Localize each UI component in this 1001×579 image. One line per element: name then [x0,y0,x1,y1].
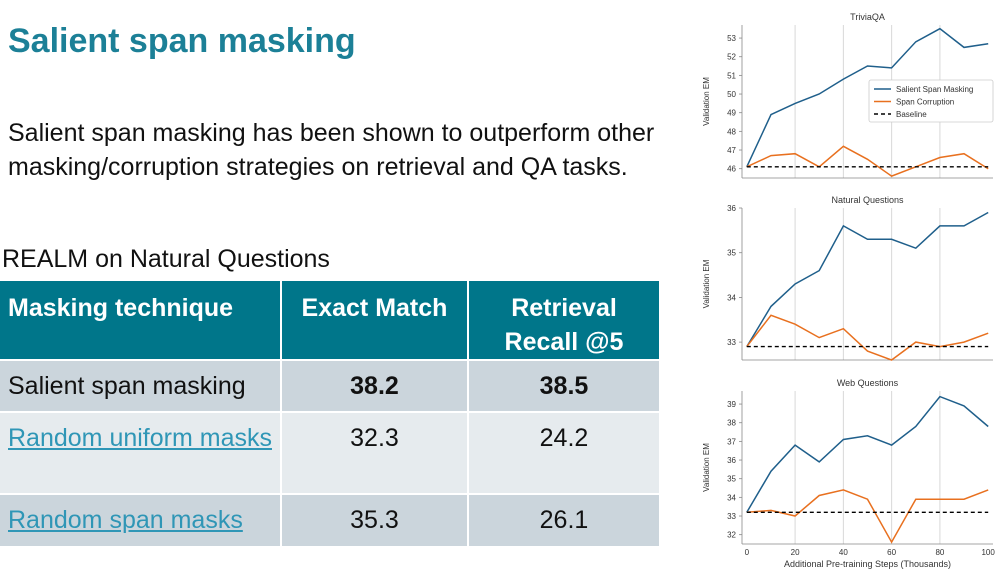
header-masking-technique: Masking technique [0,281,282,361]
recall-cell: 24.2 [468,412,659,495]
chart-title: Web Questions [837,378,899,388]
legend-label-salient-span-masking: Salient Span Masking [896,85,973,94]
series-line-salient-span-masking [746,395,989,513]
x-tick-label: 80 [935,548,944,557]
y-tick-label: 51 [727,71,736,80]
series-line-span-corruption [746,145,989,177]
y-tick-label: 34 [727,293,736,302]
x-tick-label: 20 [791,548,800,557]
technique-link[interactable]: Random uniform masks [8,424,272,452]
y-tick-label: 33 [727,338,736,347]
body-text: Salient span masking has been shown to o… [8,119,655,181]
header-retrieval-recall: Retrieval Recall @5 [468,281,659,361]
series-line-salient-span-masking [746,27,989,168]
chart-legend: Salient Span Masking Span Corruption Basel… [868,79,994,123]
y-axis-label: Validation EM [702,259,711,308]
recall-cell: 38.5 [468,360,659,413]
technique-link[interactable]: Random span masks [8,506,243,534]
table-row: Random uniform masks 32.3 24.2 [0,412,659,495]
table-row: Salient span masking 38.2 38.5 [0,360,659,413]
recall-cell: 26.1 [468,494,659,548]
legend-label-baseline: Baseline [896,110,927,119]
table-caption: REALM on Natural Questions [2,245,330,273]
y-tick-label: 36 [727,204,736,213]
y-tick-label: 32 [727,531,736,540]
chart-title: TriviaQA [850,12,885,22]
exact-match-cell: 32.3 [281,412,469,495]
y-tick-label: 33 [727,512,736,521]
series-line-span-corruption [746,314,989,361]
table-row: Random span masks 35.3 26.1 [0,494,659,548]
technique-cell: Salient span masking [0,360,282,413]
y-tick-label: 38 [727,419,736,428]
chart-1: Natural Questions Validation EM 33 34 35 36 [702,195,993,361]
exact-match-cell: 35.3 [281,494,469,548]
series-line-span-corruption [746,489,989,544]
x-tick-label: 60 [887,548,896,557]
y-tick-label: 46 [727,165,736,174]
x-tick-label: 100 [981,548,995,557]
legend-label-span-corruption: Span Corruption [896,98,954,107]
y-tick-label: 35 [727,249,736,258]
chart-0: TriviaQA Validation EM 46 47 48 49 50 51 52 53 Sal… [702,12,994,179]
results-table: Masking technique Exact Match Retrieval … [0,281,659,548]
slide-title: Salient span masking [8,22,356,60]
x-axis-label: Additional Pre-training Steps (Thousands… [784,559,951,569]
y-tick-label: 53 [727,34,736,43]
legend-box [868,79,994,123]
y-tick-label: 36 [727,456,736,465]
y-tick-label: 49 [727,109,736,118]
table-header-row: Masking technique Exact Match Retrieval … [0,281,659,361]
technique-cell: Random uniform masks [0,412,282,495]
y-axis-label: Validation EM [702,443,711,492]
header-exact-match: Exact Match [281,281,469,361]
y-tick-label: 35 [727,475,736,484]
y-tick-label: 34 [727,493,736,502]
y-tick-label: 50 [727,90,736,99]
series-line-salient-span-masking [746,211,989,347]
y-tick-label: 47 [727,146,736,155]
y-tick-label: 52 [727,53,736,62]
line-charts: TriviaQA Validation EM 46 47 48 49 50 51 52 53 Sal… [702,12,995,569]
chart-title: Natural Questions [831,195,904,205]
exact-match-cell: 38.2 [281,360,469,413]
y-tick-label: 39 [727,400,736,409]
x-tick-label: 40 [839,548,848,557]
charts-panel: TriviaQA Validation EM 46 47 48 49 50 51 52 53 Sal… [695,0,1001,579]
technique-cell: Random span masks [0,494,282,548]
y-tick-label: 48 [727,127,736,136]
y-axis-label: Validation EM [702,77,711,126]
chart-2: Web Questions Validation EM 32 33 34 35 36 37 38… [702,378,995,569]
y-tick-label: 37 [727,437,736,446]
x-tick-label: 0 [745,548,750,557]
